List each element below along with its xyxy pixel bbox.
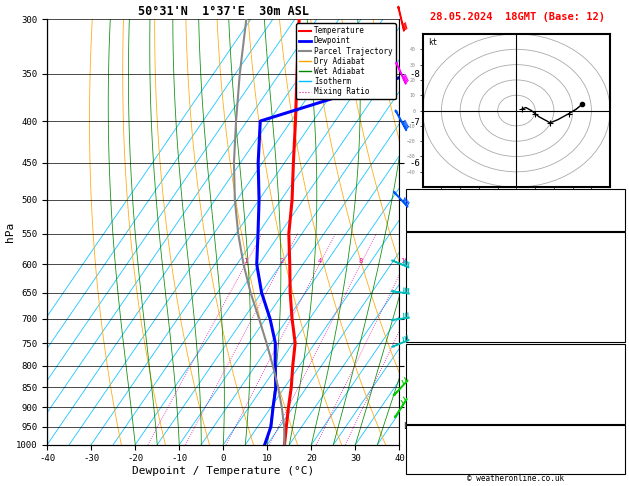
Text: Totals Totals: Totals Totals — [410, 205, 480, 214]
Text: 9.4: 9.4 — [604, 267, 621, 276]
Text: 5: 5 — [615, 314, 621, 323]
Text: 306: 306 — [604, 282, 621, 292]
Text: 2.31: 2.31 — [599, 219, 621, 228]
Text: kt: kt — [428, 38, 438, 47]
Text: Mixing Ratio (g/kg): Mixing Ratio (g/kg) — [406, 195, 415, 291]
Title: 50°31'N  1°37'E  30m ASL: 50°31'N 1°37'E 30m ASL — [138, 5, 309, 18]
Text: 16: 16 — [400, 258, 409, 264]
Text: 21: 21 — [610, 191, 621, 200]
Text: CIN (J): CIN (J) — [410, 413, 448, 422]
Text: CAPE (J): CAPE (J) — [410, 399, 453, 408]
Text: 6: 6 — [615, 386, 621, 395]
Text: Most Unstable: Most Unstable — [480, 346, 550, 355]
Text: Surface: Surface — [496, 236, 534, 244]
Text: 1: 1 — [243, 258, 248, 264]
Text: 39: 39 — [610, 205, 621, 214]
Text: 0: 0 — [615, 399, 621, 408]
Text: 321°: 321° — [599, 455, 621, 464]
Text: EH: EH — [410, 435, 421, 444]
Text: θₑ (K): θₑ (K) — [410, 372, 442, 382]
Text: 2: 2 — [279, 258, 283, 264]
Text: LCL: LCL — [404, 422, 418, 431]
Text: 13.9: 13.9 — [599, 251, 621, 260]
Text: Hodograph: Hodograph — [491, 426, 539, 434]
Text: Lifted Index: Lifted Index — [410, 298, 475, 307]
Text: θₑ(K): θₑ(K) — [410, 282, 437, 292]
Text: StmDir: StmDir — [410, 455, 442, 464]
Text: 0: 0 — [615, 413, 621, 422]
X-axis label: Dewpoint / Temperature (°C): Dewpoint / Temperature (°C) — [132, 466, 314, 476]
Text: 8: 8 — [359, 258, 363, 264]
Text: 24: 24 — [428, 258, 436, 264]
Text: Temp (°C): Temp (°C) — [410, 251, 459, 260]
Text: 310: 310 — [604, 372, 621, 382]
Text: Lifted Index: Lifted Index — [410, 386, 475, 395]
Text: 20: 20 — [610, 465, 621, 473]
Y-axis label: hPa: hPa — [4, 222, 14, 242]
Text: PW (cm): PW (cm) — [410, 219, 448, 228]
Text: 28.05.2024  18GMT (Base: 12): 28.05.2024 18GMT (Base: 12) — [430, 12, 604, 22]
Text: CIN (J): CIN (J) — [410, 330, 448, 338]
Text: 8: 8 — [615, 298, 621, 307]
Text: © weatheronline.co.uk: © weatheronline.co.uk — [467, 473, 564, 483]
Text: 132: 132 — [604, 445, 621, 454]
Text: CAPE (J): CAPE (J) — [410, 314, 453, 323]
Text: 750: 750 — [604, 359, 621, 368]
Text: K: K — [410, 191, 416, 200]
Y-axis label: km
ASL: km ASL — [423, 223, 444, 241]
Text: 127: 127 — [604, 435, 621, 444]
Text: StmSpd (kt): StmSpd (kt) — [410, 465, 469, 473]
Text: 1: 1 — [615, 330, 621, 338]
Legend: Temperature, Dewpoint, Parcel Trajectory, Dry Adiabat, Wet Adiabat, Isotherm, Mi: Temperature, Dewpoint, Parcel Trajectory… — [296, 23, 396, 99]
Text: Pressure (mb): Pressure (mb) — [410, 359, 480, 368]
Text: Dewp (°C): Dewp (°C) — [410, 267, 459, 276]
Text: SREH: SREH — [410, 445, 431, 454]
Text: 4: 4 — [317, 258, 321, 264]
